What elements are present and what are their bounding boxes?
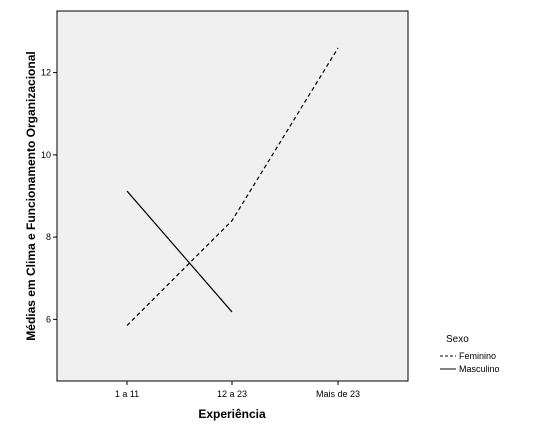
legend-label-masculino: Masculino xyxy=(459,364,500,374)
y-axis-ticks: 6 8 10 12 xyxy=(41,68,57,324)
y-tick-label: 10 xyxy=(41,150,51,160)
legend: Sexo Feminino Masculino xyxy=(440,334,500,374)
legend-title: Sexo xyxy=(446,334,469,345)
series-line-masculino xyxy=(126,190,233,313)
series-line-feminino xyxy=(126,47,339,326)
legend-label-feminino: Feminino xyxy=(459,351,496,361)
y-axis-title: Médias em Clima e Funcionamento Organiza… xyxy=(24,51,38,340)
y-tick-label: 6 xyxy=(46,314,51,324)
x-tick-label: 1 a 11 xyxy=(115,389,139,399)
series-lines xyxy=(126,47,339,326)
y-tick-label: 12 xyxy=(41,68,51,78)
x-tick-label: 12 a 23 xyxy=(217,389,247,399)
x-axis-title: Experiência xyxy=(198,407,266,421)
plot-area xyxy=(56,10,409,382)
y-tick-label: 8 xyxy=(46,232,51,242)
x-axis-ticks: 1 a 11 12 a 23 Mais de 23 xyxy=(115,381,360,399)
x-tick-label: Mais de 23 xyxy=(316,389,360,399)
